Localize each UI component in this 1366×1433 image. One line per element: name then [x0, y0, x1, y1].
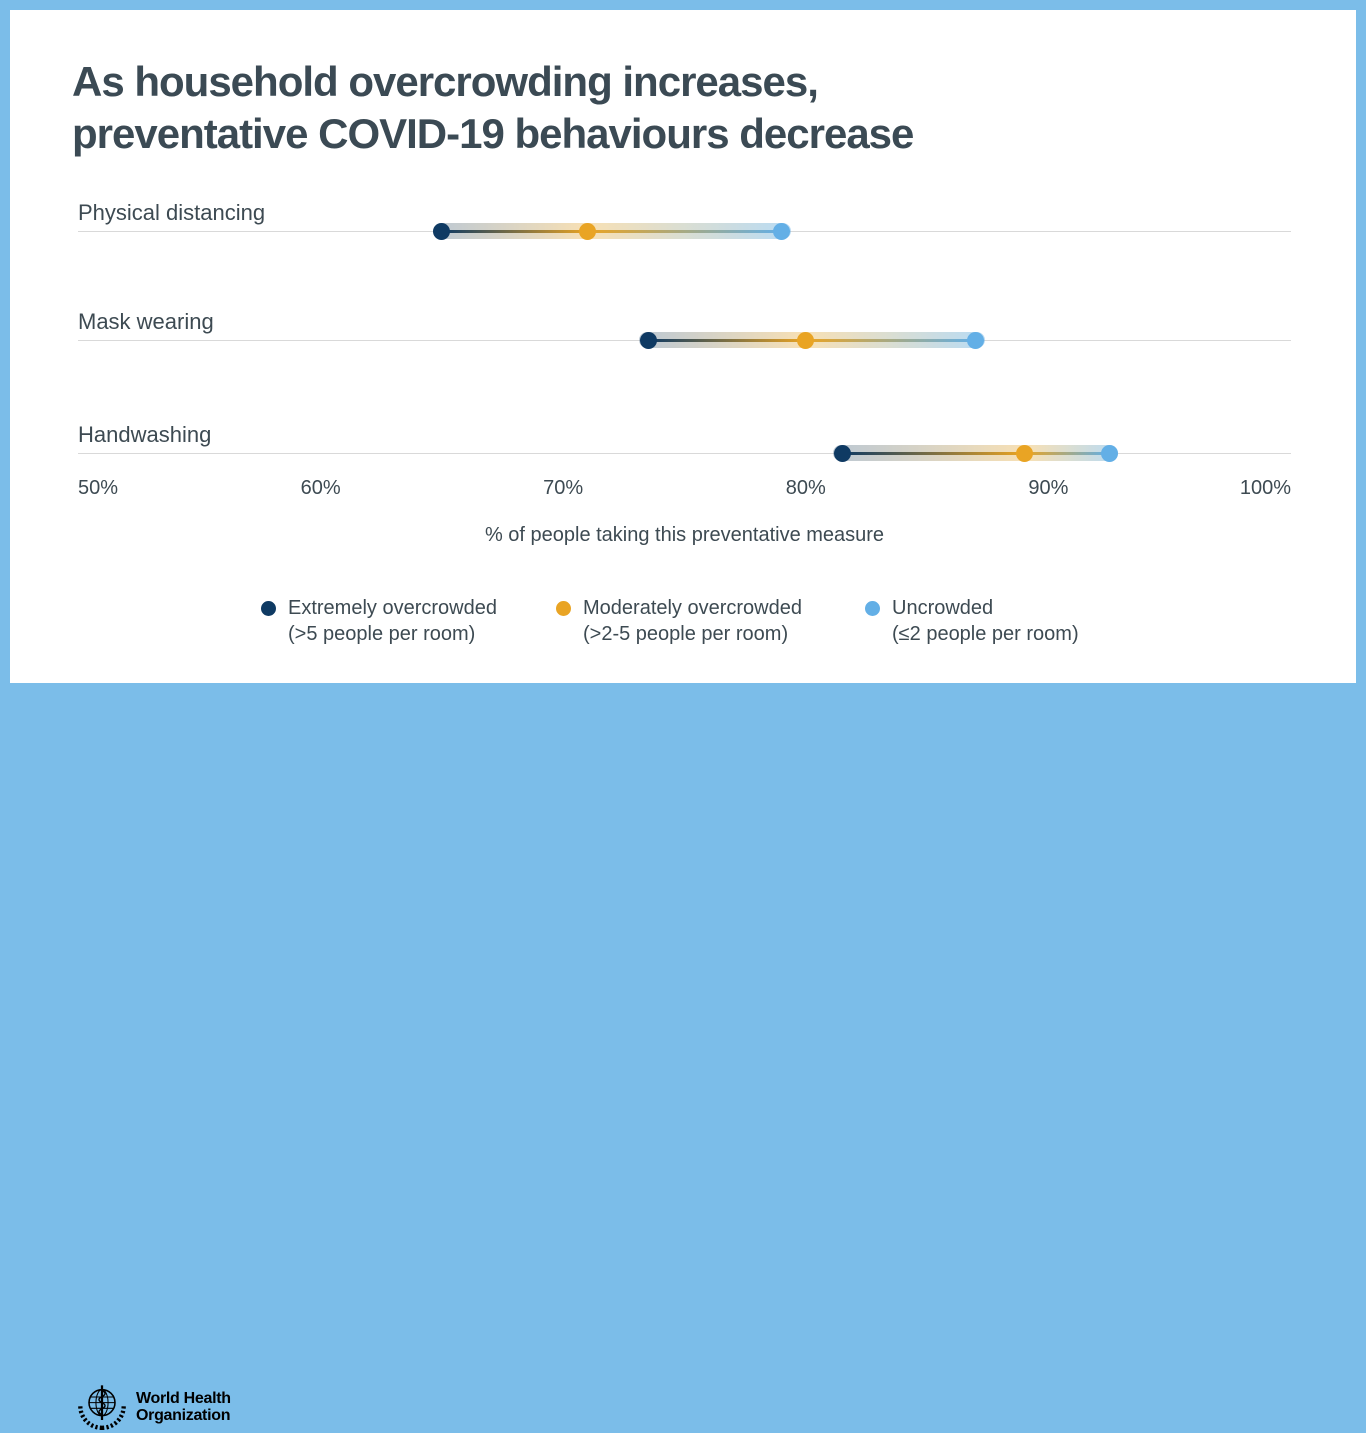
dot-plot-chart: % of people taking this preventative mea… [78, 10, 1291, 570]
connector-line [842, 451, 1110, 455]
who-logo: World Health Organization [76, 1381, 231, 1433]
dot-uncrowded [967, 331, 985, 349]
legend-text: Moderately overcrowded (>2-5 people per … [583, 595, 802, 647]
dot-uncrowded [1100, 444, 1118, 462]
legend-label: Uncrowded [892, 597, 994, 619]
legend-item-moderately-overcrowded: Moderately overcrowded (>2-5 people per … [556, 595, 802, 647]
x-axis-tick-label: 60% [300, 477, 341, 499]
connector-line [441, 229, 782, 233]
dot-extremely-overcrowded [433, 222, 451, 240]
legend-text: Extremely overcrowded (>5 people per roo… [288, 595, 497, 647]
x-axis-tick-label: 90% [1028, 477, 1069, 499]
row-label: Handwashing [78, 422, 212, 447]
title-line-2: preventative COVID-19 behaviours decreas… [72, 110, 914, 157]
legend-item-uncrowded: Uncrowded (≤2 people per room) [865, 595, 1079, 647]
legend-label: Moderately overcrowded [583, 597, 802, 619]
who-wordmark-line-1: World Health [136, 1390, 231, 1407]
x-axis-tick-label: 50% [78, 477, 119, 499]
x-axis-tick-label: 100% [1239, 477, 1291, 499]
legend-dot-navy-icon [261, 601, 276, 616]
x-axis-tick-label: 70% [543, 477, 584, 499]
legend-item-extremely-overcrowded: Extremely overcrowded (>5 people per roo… [261, 595, 497, 647]
legend-dot-orange-icon [556, 601, 571, 616]
row-gridline [78, 453, 1291, 454]
row-label: Mask wearing [78, 309, 214, 334]
dot-moderately-overcrowded [578, 222, 596, 240]
title-line-1: As household overcrowding increases, [72, 58, 819, 105]
chart-card: As household overcrowding increases, pre… [10, 10, 1356, 683]
footer-band: World Health Organization [0, 683, 1366, 1430]
who-emblem-icon [78, 1385, 126, 1430]
x-axis-tick-label: 80% [785, 477, 826, 499]
legend-sublabel: (≤2 people per room) [892, 623, 1079, 645]
x-axis-label: % of people taking this preventative mea… [484, 524, 885, 546]
legend-sublabel: (>5 people per room) [288, 623, 476, 645]
dot-extremely-overcrowded [833, 444, 851, 462]
dot-uncrowded [773, 222, 791, 240]
who-wordmark-line-2: Organization [136, 1407, 231, 1424]
page-title: As household overcrowding increases, pre… [72, 56, 1122, 160]
legend-dot-lightblue-icon [865, 601, 880, 616]
legend-label: Extremely overcrowded [288, 597, 497, 619]
legend-text: Uncrowded (≤2 people per room) [892, 595, 1079, 647]
dot-moderately-overcrowded [797, 331, 815, 349]
dot-extremely-overcrowded [639, 331, 657, 349]
row-label: Physical distancing [78, 200, 266, 225]
infographic-canvas: { "title": { "line1": "As household over… [0, 10, 1366, 1430]
dot-moderately-overcrowded [1015, 444, 1033, 462]
who-wordmark: World Health Organization [136, 1390, 231, 1424]
legend-sublabel: (>2-5 people per room) [583, 623, 789, 645]
